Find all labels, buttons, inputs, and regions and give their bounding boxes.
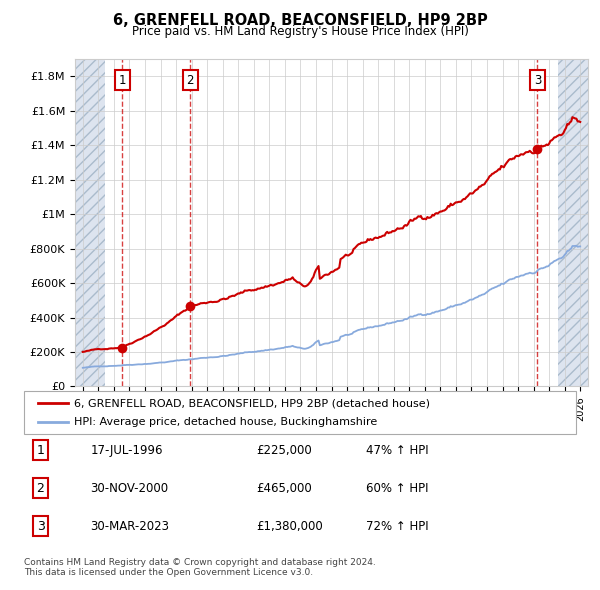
Bar [558,59,588,386]
Text: 1: 1 [37,444,44,457]
FancyBboxPatch shape [24,391,576,434]
Bar [75,59,105,386]
Text: £225,000: £225,000 [256,444,311,457]
Text: 6, GRENFELL ROAD, BEACONSFIELD, HP9 2BP (detached house): 6, GRENFELL ROAD, BEACONSFIELD, HP9 2BP … [74,398,430,408]
Text: 1: 1 [119,74,126,87]
Text: HPI: Average price, detached house, Buckinghamshire: HPI: Average price, detached house, Buck… [74,417,377,427]
Text: £465,000: £465,000 [256,482,311,495]
Text: 30-MAR-2023: 30-MAR-2023 [90,520,169,533]
Text: Contains HM Land Registry data © Crown copyright and database right 2024.: Contains HM Land Registry data © Crown c… [24,558,376,567]
Text: 47% ↑ HPI: 47% ↑ HPI [366,444,429,457]
Text: 72% ↑ HPI: 72% ↑ HPI [366,520,429,533]
Text: 60% ↑ HPI: 60% ↑ HPI [366,482,429,495]
Text: £1,380,000: £1,380,000 [256,520,323,533]
Text: 3: 3 [534,74,541,87]
Text: This data is licensed under the Open Government Licence v3.0.: This data is licensed under the Open Gov… [24,568,313,576]
Text: 2: 2 [187,74,194,87]
Text: 30-NOV-2000: 30-NOV-2000 [90,482,169,495]
Text: 2: 2 [37,482,44,495]
Text: 3: 3 [37,520,44,533]
Text: 17-JUL-1996: 17-JUL-1996 [90,444,163,457]
Text: 6, GRENFELL ROAD, BEACONSFIELD, HP9 2BP: 6, GRENFELL ROAD, BEACONSFIELD, HP9 2BP [113,13,487,28]
Text: Price paid vs. HM Land Registry's House Price Index (HPI): Price paid vs. HM Land Registry's House … [131,25,469,38]
